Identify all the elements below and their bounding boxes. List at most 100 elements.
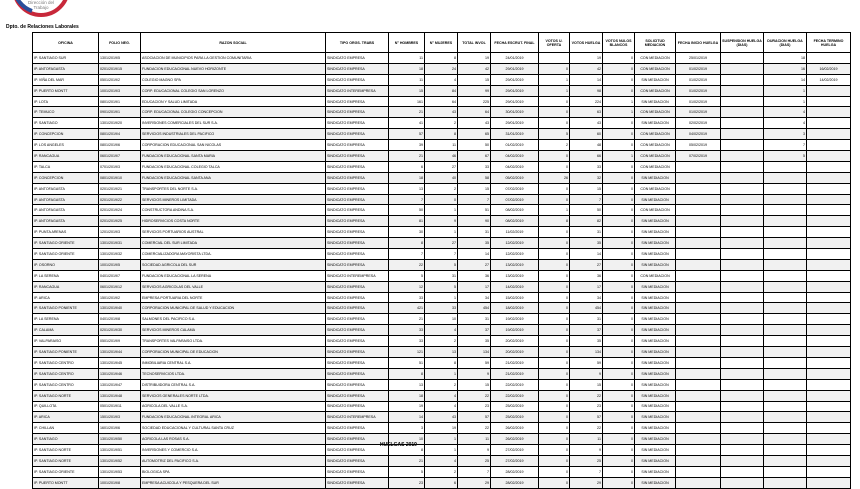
table-cell: SIN MEDIACION <box>634 454 676 467</box>
table-cell: SINDICATO EMPRESA <box>325 52 389 64</box>
table-cell: 0201/2019/24 <box>98 204 141 217</box>
table-cell <box>720 356 764 369</box>
table-row: IP. SANTIAGO ORIENTE 1301/2019/53 BIOLOGIC… <box>32 465 851 478</box>
table-cell <box>763 237 807 250</box>
table-cell: 0 <box>602 422 635 435</box>
table-cell: 0201/2019/30 <box>98 324 141 337</box>
table-cell: 1 <box>538 84 570 97</box>
table-cell: 0 <box>602 389 635 402</box>
table-cell: 27 <box>424 237 458 250</box>
column-header: FECHA ESCRUT. FINAL <box>490 32 539 53</box>
table-cell: 1301/2019/48 <box>98 389 141 402</box>
column-header: FECHA TERMINO HUELGA <box>806 32 851 53</box>
table-cell: TRANSPORTES DEL NORTE S.A. <box>140 182 326 195</box>
table-cell: IP. SANTIAGO CENTRO <box>32 378 99 391</box>
table-cell <box>763 400 807 413</box>
table-cell: 66 <box>569 150 603 162</box>
table-cell: 11 <box>569 433 603 446</box>
table-cell <box>675 444 721 456</box>
table-cell: 17 <box>457 280 491 293</box>
table-cell: 22/02/2019 <box>490 389 539 402</box>
table-cell: CON MEDIACION <box>634 52 676 64</box>
column-header: VOTOS U. OFERTA <box>538 32 570 53</box>
table-row: IP. ARICA 1501/2019/3 FUNDACION EDUCACIONA… <box>32 411 851 424</box>
column-header: VOTOS NULOS BLANCOS <box>602 32 635 53</box>
table-cell <box>763 444 807 456</box>
table-cell <box>675 280 721 293</box>
table-cell: 8 <box>388 367 425 380</box>
table-cell <box>806 226 851 239</box>
table-cell: 37 <box>569 324 603 337</box>
table-cell <box>763 411 807 424</box>
table-cell: 15 <box>569 378 603 391</box>
table-row: IP. ANTOFAGASTA 0201/2019/24 CONSTRUCTORA … <box>32 204 851 217</box>
table-cell <box>720 139 764 152</box>
table-cell: 0 <box>538 291 570 304</box>
table-cell: IP. ARICA <box>32 411 99 424</box>
table-cell: 59 <box>457 356 491 369</box>
table-cell <box>538 52 570 64</box>
table-cell: COLEGIO MAGNO SPA <box>140 73 326 86</box>
table-cell: SINDICATO EMPRESA <box>325 291 389 304</box>
column-header: TOTAL INVOL <box>457 32 491 53</box>
table-cell: IP. LOTA <box>32 95 99 108</box>
table-row: IP. CHILLAN 1601/2019/6 SOCIEDAD EDUCACION… <box>32 422 851 435</box>
table-cell: 64 <box>424 95 458 108</box>
table-cell: 2 <box>424 182 458 195</box>
table-cell: 18 <box>763 52 807 64</box>
table-cell <box>806 150 851 162</box>
table-cell: 0 <box>602 215 635 228</box>
table-cell: 2 <box>424 378 458 391</box>
table-row: IP. LA SERENA 0401/2019/7 FUNDACION EDUCAC… <box>32 269 851 282</box>
table-cell: 0 <box>602 84 635 97</box>
table-cell: 7 <box>763 139 807 152</box>
table-cell: 1 <box>538 73 570 86</box>
table-cell: IP. QUILLOTA <box>32 400 99 413</box>
table-cell: IP. ANTOFAGASTA <box>32 204 99 217</box>
table-cell: 0 <box>538 226 570 239</box>
table-cell <box>763 182 807 195</box>
table-cell: SALMONES DEL PACIFICO S.A. <box>140 313 326 326</box>
table-cell: 1501/2019/3 <box>98 411 141 424</box>
table-cell: 21 <box>388 150 425 162</box>
table-cell: 50 <box>457 139 491 152</box>
table-cell <box>763 248 807 260</box>
table-cell: SINDICATO EMPRESA <box>325 160 389 173</box>
table-cell: 18/02/2019 <box>490 302 539 315</box>
table-cell: SIN MEDIACION <box>634 389 676 402</box>
table-cell: 23 <box>388 476 425 489</box>
table-cell: 0 <box>538 422 570 435</box>
table-cell <box>806 117 851 130</box>
table-row: IP. SANTIAGO 1301/2019/20 INVERSIONES COME… <box>32 117 851 130</box>
svg-text:Dirección del: Dirección del <box>28 0 54 5</box>
table-cell: SINDICATO EMPRESA <box>325 378 389 391</box>
table-cell: SIN MEDIACION <box>634 356 676 369</box>
table-cell: IP. LA SERENA <box>32 313 99 326</box>
table-cell: 67 <box>457 150 491 162</box>
table-cell: 15 <box>569 182 603 195</box>
table-cell: CON MEDIACION <box>634 182 676 195</box>
table-cell: 1301/2019/53 <box>98 465 141 478</box>
table-cell: 27/02/2019 <box>490 454 539 467</box>
table-cell: 18 <box>388 389 425 402</box>
table-cell: SIN MEDIACION <box>634 237 676 250</box>
table-cell: 11/02/2019 <box>490 226 539 239</box>
table-cell: 05/02/2019 <box>490 171 539 184</box>
table-cell: 34 <box>457 291 491 304</box>
table-cell: SIN MEDIACION <box>634 291 676 304</box>
table-cell: 05/02/2019 <box>675 139 721 152</box>
table-cell: 1001/2019/3 <box>98 84 141 97</box>
table-row: IP. PUERTO MONTT 1001/2019/3 CORP. EDUCACI… <box>32 84 851 97</box>
direccion-del-trabajo-logo: Dirección del Trabajo <box>14 0 68 17</box>
table-cell <box>806 204 851 217</box>
table-cell <box>806 324 851 337</box>
table-cell: 0 <box>602 62 635 75</box>
table-cell <box>763 204 807 217</box>
table-cell <box>763 313 807 326</box>
table-cell: 1501/2019/2 <box>98 291 141 304</box>
table-cell: 4 <box>763 106 807 119</box>
table-cell: 0 <box>602 313 635 326</box>
table-cell <box>763 422 807 435</box>
table-row: IP. CALAMA 0201/2019/30 SERVICIOS MINEROS … <box>32 324 851 337</box>
table-cell: 57 <box>388 128 425 141</box>
